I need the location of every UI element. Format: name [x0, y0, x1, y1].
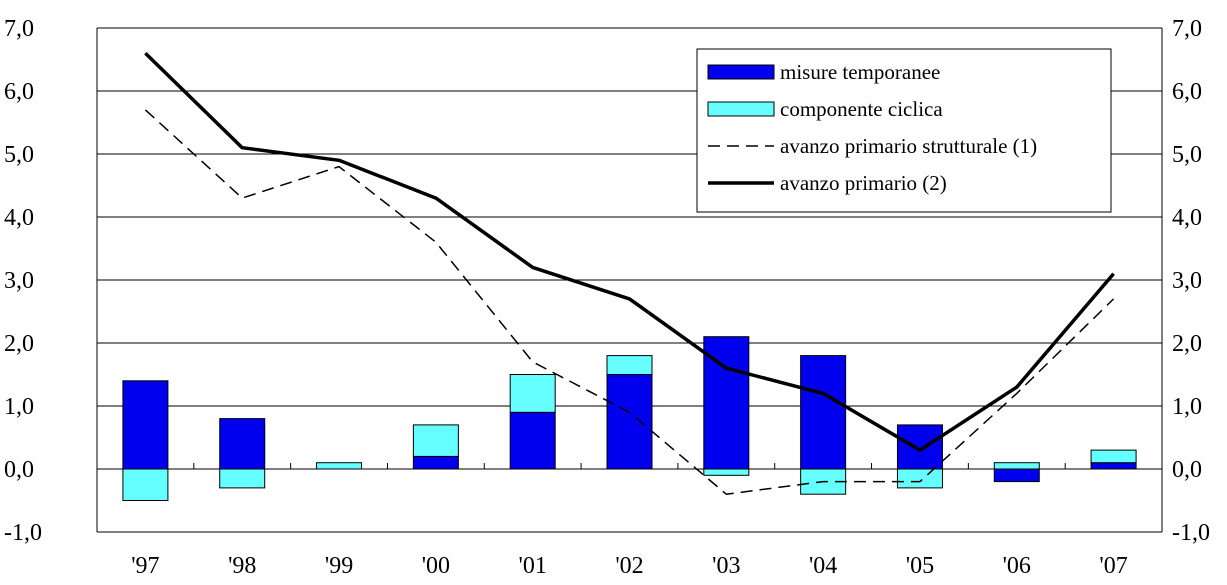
series-lines	[144, 51, 1115, 495]
gridlines	[97, 27, 1162, 533]
bar-misure-temporanee-0	[122, 380, 169, 470]
bar-misure-temporanee-9	[993, 468, 1040, 483]
legend-label: componente ciclica	[780, 97, 943, 121]
bar-componente-ciclica-10	[1090, 449, 1137, 464]
bar-componente-ciclica-4	[509, 374, 556, 413]
bar-misure-temporanee-1	[219, 418, 266, 470]
bar-componente-ciclica-2	[316, 462, 363, 470]
bar-componente-ciclica-8	[896, 468, 943, 489]
y-tick-label-left: 5,0	[4, 142, 34, 168]
line-avanzo-primario-2-	[144, 51, 1115, 452]
y-tick-label-left: 6,0	[4, 79, 34, 105]
bar-misure-temporanee-3	[412, 455, 459, 470]
x-tick-label: '00	[422, 553, 450, 579]
line-avanzo-primario-strutturale-1-	[144, 109, 1115, 495]
legend-label: misure temporanee	[780, 60, 940, 84]
legend: misure temporanee componente ciclica avanz…	[696, 48, 1112, 213]
bar-misure-temporanee-10	[1090, 462, 1137, 470]
y-tick-label-right: 7,0	[1172, 16, 1202, 42]
bar-componente-ciclica-9	[993, 462, 1040, 470]
y-tick-label-left: 4,0	[4, 205, 34, 231]
y-tick-label-right: 0,0	[1172, 457, 1202, 483]
bar-misure-temporanee-6	[703, 336, 750, 470]
legend-swatch	[707, 101, 775, 117]
bar-misure-temporanee-7	[800, 355, 847, 470]
axes	[96, 28, 1163, 532]
y-tick-label-right: -1,0	[1172, 520, 1210, 546]
x-tick-label: '03	[712, 553, 740, 579]
y-tick-label-right: 1,0	[1172, 394, 1202, 420]
y-tick-label-right: 5,0	[1172, 142, 1202, 168]
bar-misure-temporanee-8	[896, 424, 943, 470]
bar-misure-temporanee-4	[509, 411, 556, 470]
legend-swatch	[707, 64, 775, 80]
x-tick-label: '97	[131, 553, 159, 579]
bar-componente-ciclica-1	[219, 468, 266, 489]
x-tick-label: '05	[906, 553, 934, 579]
y-tick-label-left: -1,0	[4, 520, 42, 546]
x-tick-label: '06	[1003, 553, 1031, 579]
bars	[122, 336, 1137, 501]
y-tick-label-right: 6,0	[1172, 79, 1202, 105]
x-axis-ticks: '97 '98 '99 '00 '01 '02 '03 '04 '05 '06 '07	[131, 553, 1128, 579]
y-tick-label-left: 2,0	[4, 331, 34, 357]
y-tick-label-right: 2,0	[1172, 331, 1202, 357]
x-tick-label: '98	[228, 553, 256, 579]
bar-misure-temporanee-5	[606, 374, 653, 470]
y-axis-right-ticks: 7,0 6,0 5,0 4,0 3,0 2,0 1,0 0,0 -1,0	[1172, 16, 1210, 546]
x-tick-label: '01	[519, 553, 547, 579]
x-tick-label: '07	[1099, 553, 1127, 579]
y-axis-left-ticks: 7,0 6,0 5,0 4,0 3,0 2,0 1,0 0,0 -1,0	[4, 16, 42, 546]
x-tick-label: '02	[615, 553, 643, 579]
bar-componente-ciclica-3	[412, 424, 459, 457]
legend-label: avanzo primario (2)	[780, 171, 947, 195]
y-tick-label-left: 3,0	[4, 268, 34, 294]
y-tick-label-left: 7,0	[4, 16, 34, 42]
x-tick-label: '04	[809, 553, 837, 579]
y-tick-label-right: 4,0	[1172, 205, 1202, 231]
legend-label: avanzo primario strutturale (1)	[780, 134, 1037, 158]
y-tick-label-left: 0,0	[4, 457, 34, 483]
y-tick-label-left: 1,0	[4, 394, 34, 420]
bar-componente-ciclica-6	[703, 468, 750, 476]
y-tick-label-right: 3,0	[1172, 268, 1202, 294]
bar-componente-ciclica-0	[122, 468, 169, 501]
x-tick-label: '99	[325, 553, 353, 579]
bar-componente-ciclica-5	[606, 355, 653, 376]
